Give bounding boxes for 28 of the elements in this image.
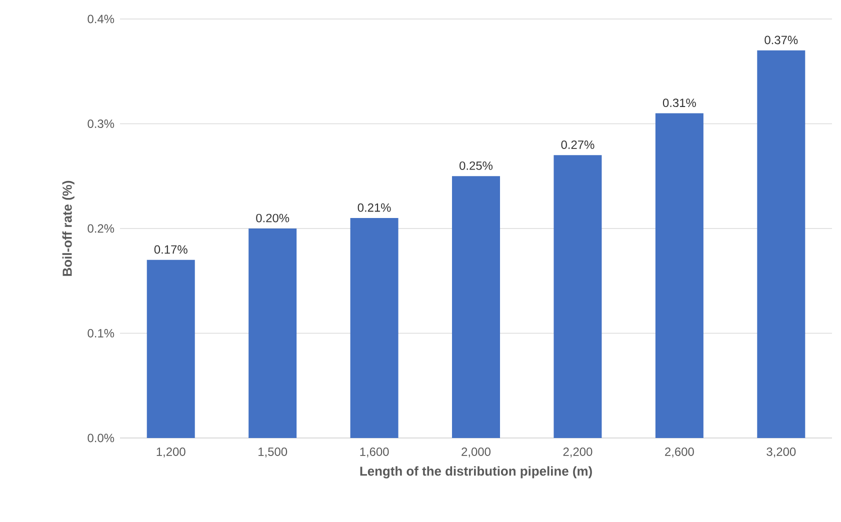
data-label: 0.20% (256, 214, 290, 222)
bar (350, 218, 398, 438)
y-tick-label: 0.2% (88, 224, 114, 233)
data-label: 0.37% (764, 36, 798, 44)
y-tick-label: 0.1% (88, 329, 114, 338)
y-axis-title: Boil-off rate (%) (62, 180, 74, 276)
y-tick-label: 0.0% (88, 434, 114, 442)
bar (146, 260, 195, 438)
bar (655, 113, 704, 438)
x-axis-title: Length of the distribution pipeline (m) (360, 466, 592, 478)
y-tick-label: 0.3% (88, 120, 114, 128)
bar (248, 228, 297, 438)
bar (757, 50, 806, 438)
data-label: 0.25% (460, 161, 493, 170)
x-tick-label: 1,200 (156, 448, 186, 458)
data-label: 0.27% (561, 140, 594, 149)
x-tick-label: 1,600 (360, 448, 389, 458)
x-tick-label: 1,500 (258, 448, 288, 458)
bar (554, 155, 602, 438)
data-label: 0.21% (358, 203, 391, 212)
y-tick-label: 0.4% (88, 14, 114, 24)
x-tick-label: 3,200 (766, 448, 796, 458)
x-tick-label: 2,600 (665, 448, 694, 458)
x-tick-label: 2,200 (563, 448, 592, 458)
data-label: 0.31% (662, 98, 696, 108)
bar (452, 176, 500, 438)
x-tick-label: 2,000 (462, 448, 490, 458)
data-label: 0.17% (154, 245, 188, 254)
